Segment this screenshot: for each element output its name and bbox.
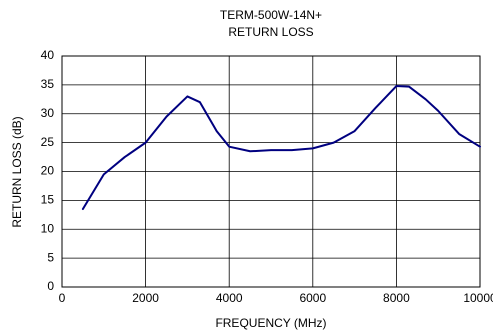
x-tick-label: 8000: [383, 291, 410, 305]
x-tick-label: 10000: [463, 291, 493, 305]
x-tick-label: 6000: [299, 291, 326, 305]
y-tick-label: 15: [41, 193, 55, 207]
x-tick-label: 4000: [216, 291, 243, 305]
chart-subtitle: RETURN LOSS: [228, 25, 313, 39]
x-tick-label: 0: [59, 291, 66, 305]
y-tick-label: 5: [47, 250, 54, 264]
plot-frame: [61, 55, 481, 288]
chart-title: TERM-500W-14N+: [220, 8, 322, 22]
x-axis-label: FREQUENCY (MHz): [215, 316, 326, 330]
y-tick-label: 20: [41, 164, 55, 178]
y-tick-label: 30: [41, 106, 55, 120]
y-tick-label: 10: [41, 221, 55, 235]
y-tick-label: 40: [41, 48, 55, 62]
y-tick-label: 0: [47, 279, 54, 293]
y-axis-label: RETURN LOSS (dB): [10, 116, 24, 227]
x-tick-label: 2000: [132, 291, 159, 305]
y-tick-label: 35: [41, 77, 55, 91]
y-tick-label: 25: [41, 135, 55, 149]
data-line: [81, 85, 481, 211]
